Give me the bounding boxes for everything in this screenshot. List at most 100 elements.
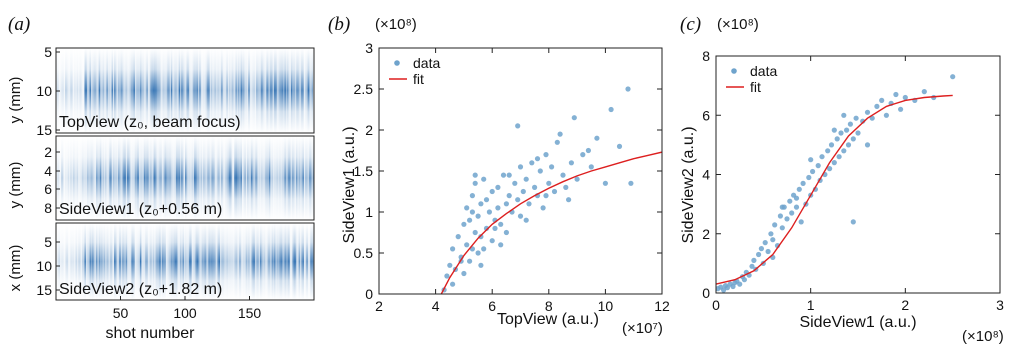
c-x-exponent: (×10⁸)	[962, 328, 1004, 345]
heatmap-column	[85, 223, 88, 300]
heatmap-column	[121, 223, 124, 300]
heatmap-column	[197, 223, 200, 300]
heatmap-column	[218, 223, 221, 300]
heatmap-column	[297, 136, 299, 220]
heatmap-column	[135, 48, 138, 133]
heatmap-column	[175, 223, 178, 300]
heatmap-column	[97, 136, 99, 220]
heatmap-column	[279, 223, 281, 300]
heatmap-column	[98, 136, 101, 220]
heatmap-column	[231, 48, 234, 133]
b-data-point	[625, 86, 631, 92]
c-data-point	[831, 127, 837, 133]
heatmap-column	[204, 223, 206, 300]
heatmap-column	[294, 136, 297, 220]
heatmap-column	[143, 223, 146, 300]
b-data-point	[515, 123, 521, 129]
b-data-point	[549, 164, 555, 170]
heatmap-column	[161, 48, 164, 133]
c-data-point	[815, 163, 821, 169]
c-x-axis-label: SideView1 (a.u.)	[799, 314, 916, 331]
heatmap-column	[103, 48, 106, 133]
b-data-point	[500, 172, 507, 178]
heatmap-column	[115, 136, 117, 220]
heatmap-column	[255, 48, 258, 133]
heatmap-column	[203, 223, 205, 300]
heatmap-column	[230, 223, 232, 300]
heatmap-column	[254, 223, 257, 300]
c-data-point	[789, 210, 795, 216]
b-data-point	[520, 188, 526, 195]
heatmap-column	[114, 223, 116, 300]
c-data-point	[879, 97, 885, 103]
heatmap-column	[141, 136, 143, 220]
heatmap-column	[239, 223, 241, 300]
heatmap-column	[169, 48, 172, 133]
heatmap-column	[307, 136, 310, 220]
c-data-point	[850, 219, 856, 225]
heatmap-column	[221, 136, 223, 220]
heatmap-column	[146, 136, 148, 220]
heatmap-column	[128, 223, 130, 300]
b-data-point	[478, 234, 484, 240]
heatmap-column	[62, 223, 65, 300]
heatmap-column	[279, 48, 281, 133]
heatmap-column	[183, 223, 186, 300]
b-x-tick-label: 12	[654, 298, 670, 314]
heatmap-column	[142, 136, 145, 220]
c-data-point	[758, 246, 765, 252]
heatmap-column	[295, 136, 298, 220]
heatmap-column	[163, 136, 165, 220]
heatmap-column	[257, 136, 259, 220]
heatmap-column	[301, 136, 303, 220]
heatmap-column	[213, 48, 215, 133]
b-data-point	[489, 188, 495, 195]
c-data-point	[836, 154, 842, 160]
b-data-point	[467, 258, 473, 264]
heatmap-column	[241, 223, 244, 300]
heatmap-column	[248, 48, 250, 133]
heatmap-column	[66, 136, 68, 220]
heatmap-column	[272, 223, 275, 300]
heatmap-column	[190, 48, 192, 133]
heatmap-column	[236, 223, 239, 300]
c-data-point	[921, 89, 927, 95]
panel-a-heatmaps: 5 10 15 y (mm) TopView (z₀, beam focus) 2 4 6 8…	[7, 44, 315, 342]
heatmap-column	[195, 223, 197, 300]
heatmap-column	[215, 223, 218, 300]
c-y-tick-label: 4	[702, 167, 710, 183]
b-data-point	[517, 213, 524, 219]
heatmap-column	[275, 136, 277, 220]
heatmap-column	[252, 136, 254, 220]
heatmap-column	[132, 136, 134, 220]
heatmap-column	[208, 48, 210, 133]
heatmap-column	[197, 48, 200, 133]
heatmap-column	[178, 223, 181, 300]
b-x-axis-label: TopView (a.u.)	[497, 311, 599, 328]
heatmap-frame	[55, 135, 315, 221]
b-data-point	[478, 262, 484, 268]
heatmap-column	[134, 136, 137, 220]
heatmap-column	[223, 48, 226, 133]
b-fit-line	[440, 151, 662, 294]
heatmap-column	[112, 48, 115, 133]
heatmap-column	[173, 223, 175, 300]
b-data-point	[455, 234, 461, 240]
heatmap-column	[159, 223, 161, 300]
heatmap-column	[290, 136, 293, 220]
heatmap-column	[190, 223, 192, 300]
heatmap-column	[271, 48, 274, 133]
heatmap-column	[297, 223, 299, 300]
c-data-point	[798, 219, 804, 225]
heatmap-column	[209, 223, 212, 300]
heatmap-column	[61, 136, 63, 220]
heatmap-column	[106, 223, 108, 300]
heatmap-column	[152, 136, 155, 220]
heatmap-column	[199, 223, 201, 300]
heatmap-column	[81, 48, 84, 133]
heatmap-column	[124, 223, 126, 300]
heatmap-column	[79, 136, 81, 220]
b-data-point	[486, 209, 492, 215]
c-data-point	[768, 231, 774, 237]
heatmap-column	[264, 48, 267, 133]
